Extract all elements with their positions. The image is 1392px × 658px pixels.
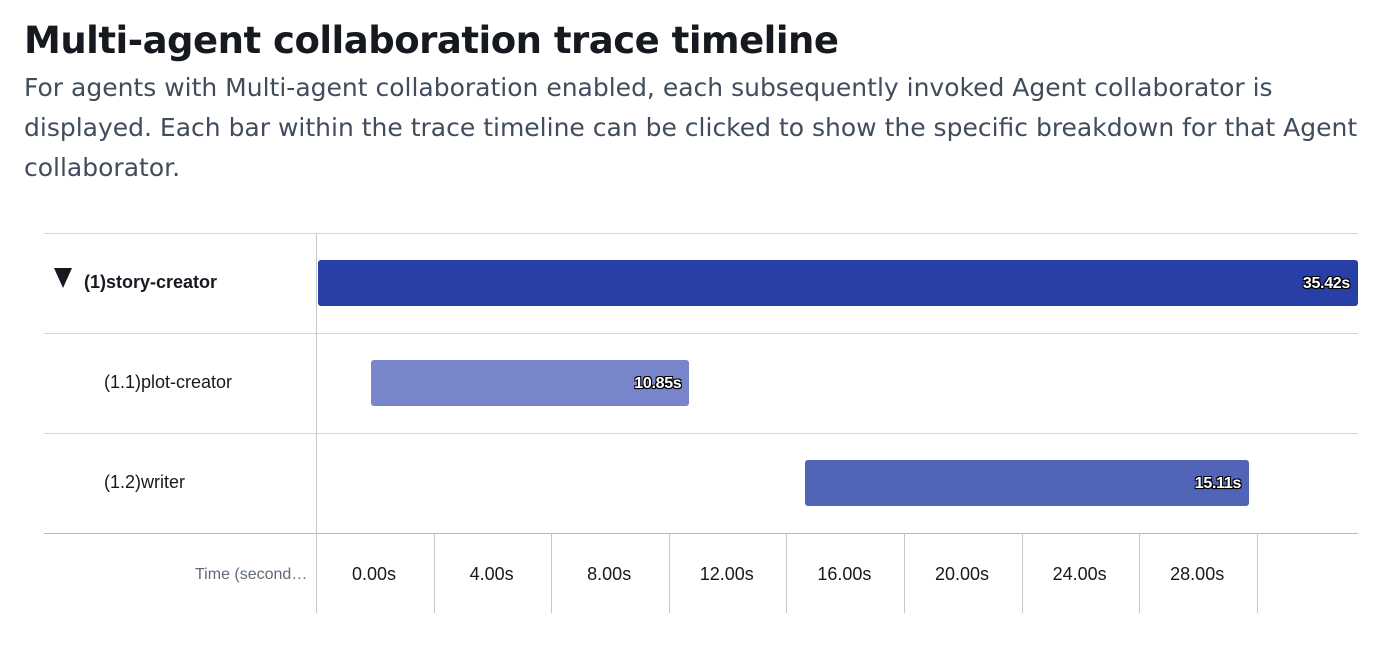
page-description: For agents with Multi-agent collaboratio… bbox=[24, 73, 1358, 182]
axis-tick-divider bbox=[1021, 533, 1023, 613]
axis-tick-divider bbox=[551, 533, 553, 613]
row-label-story-creator[interactable]: (1)story-creator bbox=[84, 272, 218, 292]
trace-timeline: (1)story-creator (1.1)plot-creator (1.2)… bbox=[44, 198, 1358, 618]
axis-tick-label: 24.00s bbox=[1052, 564, 1107, 584]
label-column-divider bbox=[316, 233, 317, 613]
axis-title: Time (second… bbox=[195, 566, 308, 583]
bar-duration-label: 10.85s bbox=[634, 375, 682, 392]
axis-tick-label: 4.00s bbox=[469, 564, 514, 584]
row-label-writer[interactable]: (1.2)writer bbox=[104, 472, 186, 492]
axis-tick-label: 0.00s bbox=[351, 564, 397, 584]
axis-tick-divider bbox=[668, 533, 670, 613]
axis-tick-divider bbox=[433, 533, 435, 613]
axis-tick-label: 8.00s bbox=[587, 564, 632, 584]
axis-tick-label: 12.00s bbox=[699, 564, 754, 584]
axis-tick-divider bbox=[1139, 533, 1141, 613]
axis-tick-divider bbox=[1256, 533, 1258, 613]
timeline-divider bbox=[44, 433, 1358, 434]
axis-tick-divider bbox=[786, 533, 788, 613]
bar-duration-label: 15.11s bbox=[1194, 475, 1242, 492]
axis-tick-label: 20.00s bbox=[934, 564, 990, 584]
axis-tick-label: 16.00s bbox=[817, 564, 872, 584]
trace-bar-story-creator[interactable]: 35.42s bbox=[318, 260, 1358, 306]
axis-tick-label: 28.00s bbox=[1170, 564, 1225, 584]
timeline-divider bbox=[44, 333, 1358, 334]
axis-divider bbox=[44, 533, 1358, 534]
trace-bar-writer[interactable]: 15.11s bbox=[805, 460, 1250, 506]
bar-duration-label: 35.42s bbox=[1302, 275, 1350, 292]
timeline-divider bbox=[44, 233, 1358, 234]
trace-bar-plot-creator[interactable]: 10.85s bbox=[370, 360, 690, 406]
collapse-caret-icon[interactable] bbox=[54, 268, 72, 288]
axis-tick-divider bbox=[904, 533, 905, 613]
row-label-plot-creator[interactable]: (1.1)plot-creator bbox=[104, 372, 233, 392]
page-title: Multi-agent collaboration trace timeline bbox=[24, 19, 839, 62]
